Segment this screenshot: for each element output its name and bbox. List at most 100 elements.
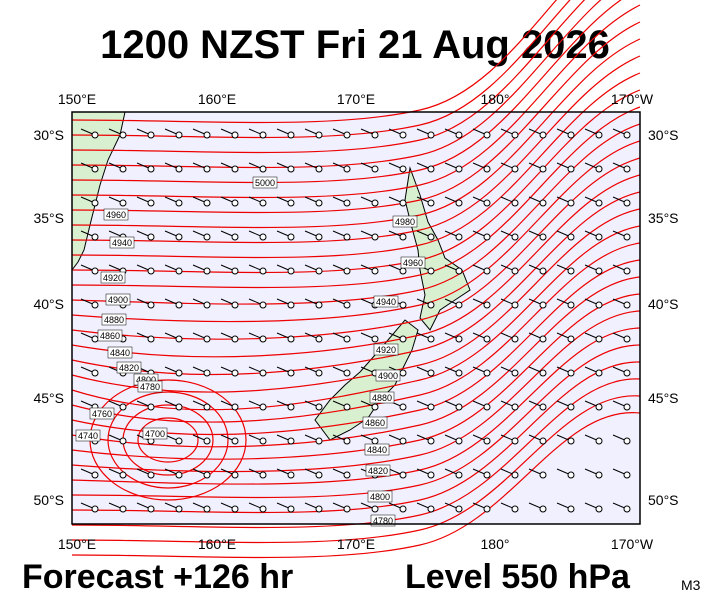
forecast-label: Forecast +126 hr (22, 558, 293, 596)
lat-label: 50°S (648, 492, 679, 508)
barb-station (455, 199, 463, 207)
barb-station (371, 437, 379, 445)
contour-label: 4980 (395, 217, 415, 227)
contour-label-box (400, 256, 426, 269)
barb-station (455, 165, 463, 173)
contour (71, 276, 641, 448)
contour (71, 174, 641, 358)
barb-station (147, 131, 155, 139)
barb-station (595, 335, 603, 343)
contour (71, 0, 558, 124)
barb-station (539, 233, 547, 241)
barb-station (343, 403, 351, 411)
barb-station (427, 199, 435, 207)
contour (71, 0, 586, 154)
lat-label: 40°S (33, 296, 64, 312)
barb-station (315, 301, 323, 309)
contour-label-box (364, 443, 390, 456)
barb-station (147, 233, 155, 241)
barb-station (231, 437, 239, 445)
barb-station (91, 165, 99, 173)
barb-station (539, 335, 547, 343)
barb-station (287, 403, 295, 411)
barb-station (343, 437, 351, 445)
barb-station (455, 131, 463, 139)
contour (107, 391, 229, 489)
barb-station (259, 437, 267, 445)
barb-station (91, 199, 99, 207)
lon-label: 170°W (611, 536, 654, 552)
contour-label-box (89, 407, 115, 420)
barb-station (259, 233, 267, 241)
contour-label-box (252, 176, 278, 189)
lat-label: 30°S (33, 127, 64, 143)
barb-station (287, 335, 295, 343)
barb-station (315, 165, 323, 173)
contour-label-box (103, 208, 129, 221)
barb-station (91, 505, 99, 513)
contour-label: 4700 (145, 429, 165, 439)
contour-label-box (100, 271, 126, 284)
barb-station (259, 403, 267, 411)
barb-station (231, 233, 239, 241)
barb-station (259, 335, 267, 343)
barb-station (91, 301, 99, 309)
barb-station (259, 165, 267, 173)
barb-station (371, 335, 379, 343)
contour (71, 259, 641, 436)
barb-station (483, 335, 491, 343)
barb-station (315, 233, 323, 241)
barb-station (595, 403, 603, 411)
contour-label: 4860 (365, 418, 385, 428)
lon-label: 180° (481, 91, 510, 107)
barb-station (567, 505, 575, 513)
barb-station (343, 165, 351, 173)
lon-label: 150°E (58, 536, 96, 552)
barb-station (231, 131, 239, 139)
barb-station (399, 233, 407, 241)
barb-station (483, 199, 491, 207)
barb-station (539, 437, 547, 445)
barb-station (91, 267, 99, 275)
barb-station (623, 403, 631, 411)
barb-station (455, 403, 463, 411)
contour-label: 4940 (112, 238, 132, 248)
contour (71, 123, 641, 305)
contour-label: 4780 (140, 382, 160, 392)
contour-label: 4820 (119, 363, 139, 373)
barb-station (175, 505, 183, 513)
barb-station (231, 403, 239, 411)
barb-station (315, 505, 323, 513)
barb-station (399, 437, 407, 445)
contour-label-box (370, 514, 396, 527)
barb-station (371, 199, 379, 207)
barb-station (91, 335, 99, 343)
barb-station (399, 301, 407, 309)
barb-station (343, 335, 351, 343)
contour-label: 4960 (403, 258, 423, 268)
ocean (72, 112, 640, 524)
barb-station (203, 233, 211, 241)
barb-station (567, 437, 575, 445)
contour-label-box (369, 391, 395, 404)
contour-label: 4820 (368, 466, 388, 476)
barb-station (427, 437, 435, 445)
barb-station (231, 301, 239, 309)
barb-station (175, 267, 183, 275)
barb-station (203, 403, 211, 411)
barb-station (483, 369, 491, 377)
barb-station (343, 131, 351, 139)
barb-station (567, 199, 575, 207)
barb-station (511, 437, 519, 445)
barb-station (595, 301, 603, 309)
barb-station (511, 233, 519, 241)
barb-station (287, 471, 295, 479)
barb-station (511, 199, 519, 207)
contour-label: 4900 (108, 295, 128, 305)
barb-station (343, 233, 351, 241)
barb-station (119, 471, 127, 479)
barb-station (371, 403, 379, 411)
barb-station (483, 131, 491, 139)
contour (71, 361, 641, 514)
barb-station (427, 335, 435, 343)
